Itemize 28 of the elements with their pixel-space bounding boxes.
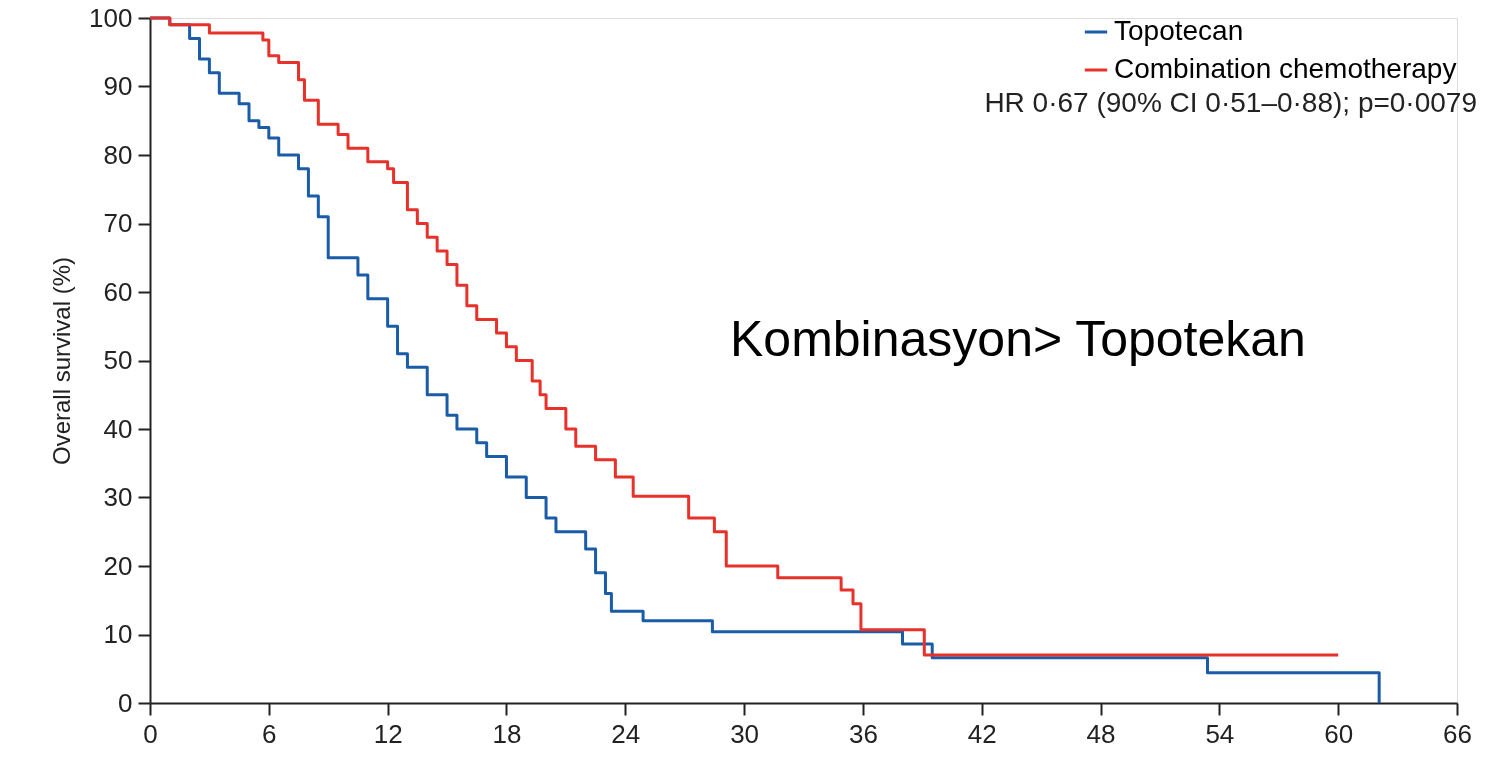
x-tick-label: 6	[262, 718, 277, 749]
x-tick-label: 0	[143, 718, 158, 749]
y-tick-label: 60	[103, 276, 133, 307]
y-tick-label: 100	[89, 2, 133, 33]
x-tick-label: 30	[730, 718, 760, 749]
legend-label: Combination chemotherapy	[1114, 53, 1457, 84]
y-tick-label: 40	[103, 413, 133, 444]
annotation: Kombinasyon> Topotekan	[730, 311, 1306, 367]
x-tick-label: 48	[1086, 718, 1116, 749]
annotation: HR 0·67 (90% CI 0·51–0·88); p=0·0079	[984, 87, 1477, 118]
x-tick-label: 18	[492, 718, 522, 749]
x-tick-label: 24	[611, 718, 641, 749]
x-tick-label: 60	[1324, 718, 1354, 749]
y-tick-label: 20	[103, 550, 133, 581]
y-tick-label: 0	[118, 687, 133, 718]
legend-label: Topotecan	[1114, 15, 1244, 46]
y-tick-label: 50	[103, 345, 133, 375]
x-tick-label: 36	[848, 718, 878, 749]
y-tick-label: 10	[103, 619, 133, 649]
y-tick-label: 90	[103, 71, 133, 101]
x-tick-label: 42	[967, 718, 997, 749]
x-tick-label: 12	[373, 718, 403, 749]
y-tick-label: 30	[103, 482, 133, 512]
y-tick-label: 80	[103, 139, 133, 170]
x-tick-label: 54	[1205, 718, 1235, 749]
y-axis-title: Overall survival (%)	[48, 256, 76, 466]
x-tick-label: 66	[1443, 718, 1472, 749]
y-tick-label: 70	[103, 208, 133, 238]
